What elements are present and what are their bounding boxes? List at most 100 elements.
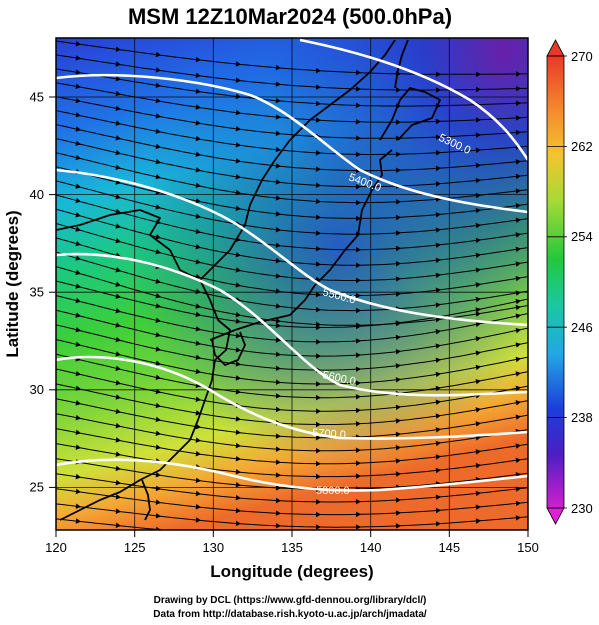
streamline-arrow xyxy=(75,197,82,204)
streamline-arrow xyxy=(316,408,322,414)
x-tick-label: 145 xyxy=(438,540,460,555)
streamline-arrow xyxy=(275,510,282,516)
streamline-arrow xyxy=(395,291,402,297)
streamline xyxy=(56,208,528,266)
streamline-arrow xyxy=(195,450,202,457)
streamline-arrow xyxy=(356,199,362,206)
streamline-arrow xyxy=(275,64,282,71)
streamline xyxy=(56,339,528,385)
streamline xyxy=(56,473,528,503)
streamline-arrow xyxy=(115,208,122,214)
streamline-arrow xyxy=(75,269,81,276)
streamline-arrow xyxy=(515,443,522,449)
streamline-arrow xyxy=(195,288,202,295)
streamline-arrow xyxy=(235,311,242,318)
streamline-arrow xyxy=(155,278,162,284)
streamline-arrow xyxy=(515,515,522,521)
streamline xyxy=(56,443,528,478)
streamline-arrow xyxy=(515,342,522,348)
contour-label-5700: 5700.0 xyxy=(312,427,346,441)
streamline xyxy=(56,368,528,412)
streamline-arrow xyxy=(515,356,522,363)
streamline-arrow xyxy=(276,536,280,540)
streamline-arrow xyxy=(275,318,282,324)
contour-5800 xyxy=(56,458,528,492)
streamline-arrow xyxy=(155,204,162,210)
streamline-arrow xyxy=(75,83,82,90)
streamline-arrow xyxy=(235,61,242,67)
streamline-arrow xyxy=(355,338,362,344)
streamline-arrow xyxy=(115,164,122,171)
streamline-arrow xyxy=(395,510,402,516)
streamline-arrow xyxy=(435,257,442,264)
streamline-arrow xyxy=(115,465,122,472)
streamline-arrow xyxy=(395,230,402,236)
streamline-arrow xyxy=(355,460,362,466)
height-contours xyxy=(56,38,528,492)
streamline-arrow xyxy=(155,374,162,381)
streamline-arrow xyxy=(395,260,402,267)
streamline-arrow xyxy=(435,440,442,447)
streamline-arrow xyxy=(75,400,82,406)
streamline-arrow xyxy=(155,485,162,492)
streamline-arrow xyxy=(155,317,162,324)
streamline-arrow xyxy=(155,174,162,180)
streamline-arrow xyxy=(316,434,322,441)
streamline-arrow xyxy=(75,370,82,377)
streamline-arrow xyxy=(275,226,282,233)
streamline-arrow xyxy=(515,500,522,507)
streamline-arrow xyxy=(235,142,242,148)
streamline-arrow xyxy=(115,61,122,67)
streamline-arrow xyxy=(195,477,202,484)
streamline-arrow xyxy=(356,277,362,284)
streamline-arrow xyxy=(275,351,282,357)
streamline-arrow xyxy=(155,158,162,165)
streamline-arrow xyxy=(195,243,202,250)
streamline-arrow xyxy=(275,288,282,294)
streamline-arrow xyxy=(155,513,162,519)
streamline-arrow xyxy=(515,261,522,267)
streamline-arrow xyxy=(515,313,522,319)
streamline-arrow xyxy=(75,255,81,261)
colorbar-tick-label: 230 xyxy=(571,501,593,516)
streamline-arrow xyxy=(475,207,482,214)
streamline-arrow xyxy=(75,414,82,421)
streamline xyxy=(56,309,528,357)
y-tick-label: 35 xyxy=(30,285,44,300)
coast-korea-east xyxy=(199,159,276,281)
colorbar-bottom-arrow xyxy=(546,507,565,525)
streamline-arrow xyxy=(235,318,242,324)
streamline-arrow xyxy=(195,423,202,430)
streamline-arrow xyxy=(395,320,402,326)
streamline-arrow xyxy=(436,87,442,93)
streamline-arrow xyxy=(115,46,122,52)
streamline xyxy=(56,458,528,490)
streamline-arrow xyxy=(75,444,82,450)
streamline-arrow xyxy=(515,159,522,165)
streamline-arrow xyxy=(115,120,122,126)
streamline-arrow xyxy=(475,490,482,497)
credit-line-1: Drawing by DCL (https://www.gfd-dennou.o… xyxy=(154,595,427,606)
streamline-arrow xyxy=(435,427,442,433)
x-ticks xyxy=(55,530,529,537)
streamline-arrow xyxy=(396,87,402,93)
map-panel: 5300.0 5400.0 5500.0 5600.0 5700.0 5800.… xyxy=(56,38,528,542)
streamline-arrow xyxy=(275,337,282,343)
colorbar-tick-label: 262 xyxy=(571,139,593,154)
streamline-arrow xyxy=(396,135,402,141)
streamline-arrow xyxy=(235,442,242,449)
streamline-arrow xyxy=(396,103,402,109)
streamline-arrow xyxy=(395,377,402,383)
streamline-arrow xyxy=(275,322,282,329)
streamline-arrow xyxy=(356,231,362,237)
streamline-arrow xyxy=(515,115,522,121)
streamline-arrow xyxy=(155,234,162,240)
streamline-arrow xyxy=(515,400,522,406)
streamline-arrow xyxy=(115,90,122,97)
streamline-arrow xyxy=(195,104,202,110)
streamline-arrow xyxy=(317,538,321,542)
streamline xyxy=(56,383,528,425)
streamline-arrow xyxy=(75,297,82,304)
streamline-arrow xyxy=(355,380,362,386)
streamline-arrow xyxy=(155,346,162,352)
